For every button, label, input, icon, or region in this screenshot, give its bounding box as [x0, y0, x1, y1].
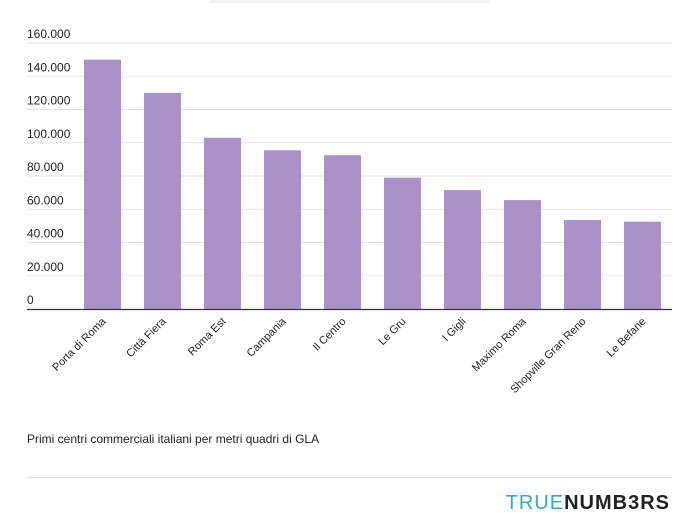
bar-chart: 0 20.000 40.000 60.000 80.000 100.000 120.000 1… — [27, 27, 672, 396]
bar — [624, 221, 661, 309]
y-tick-label: 20.000 — [27, 260, 64, 274]
chart-caption: Primi centri commerciali italiani per me… — [27, 432, 320, 446]
bar — [384, 177, 421, 309]
x-axis-categories: Porta di Roma Città Fiera Roma Est Campania… — [50, 315, 648, 396]
x-category-label: Maximo Roma — [470, 315, 529, 374]
bar — [144, 92, 181, 309]
y-tick-label: 60.000 — [27, 193, 64, 207]
x-category-label: I Gigli — [440, 316, 468, 344]
bars — [84, 59, 661, 309]
x-category-label: Città Fiera — [124, 315, 169, 360]
y-tick-label: 80.000 — [27, 160, 64, 174]
brand-logo: TRUENUMB3RS — [506, 492, 670, 515]
x-category-label: Le Gru — [376, 316, 408, 348]
x-category-label: Le Befane — [605, 316, 649, 360]
x-category-label: Roma Est — [186, 316, 229, 359]
x-category-label: Campania — [245, 315, 290, 360]
y-tick-label: 100.000 — [27, 127, 71, 141]
brand-part-2: NUMB3RS — [564, 492, 670, 514]
x-category-label: Il Centro — [311, 316, 349, 354]
bar — [444, 190, 481, 309]
bar — [264, 150, 301, 309]
top-divider — [210, 0, 490, 3]
bar — [84, 59, 121, 309]
y-tick-label: 0 — [27, 293, 34, 307]
y-tick-label: 120.000 — [27, 94, 71, 108]
bar — [324, 155, 361, 309]
y-tick-label: 40.000 — [27, 227, 64, 241]
bar — [504, 200, 541, 309]
y-axis-ticks: 0 20.000 40.000 60.000 80.000 100.000 120.000 1… — [27, 27, 71, 307]
x-category-label: Porta di Roma — [50, 315, 109, 374]
y-tick-label: 160.000 — [27, 27, 71, 41]
bar — [204, 137, 241, 309]
footer-divider — [27, 477, 672, 478]
y-tick-label: 140.000 — [27, 60, 71, 74]
brand-part-1: TRUE — [505, 492, 565, 514]
bar — [564, 220, 601, 309]
